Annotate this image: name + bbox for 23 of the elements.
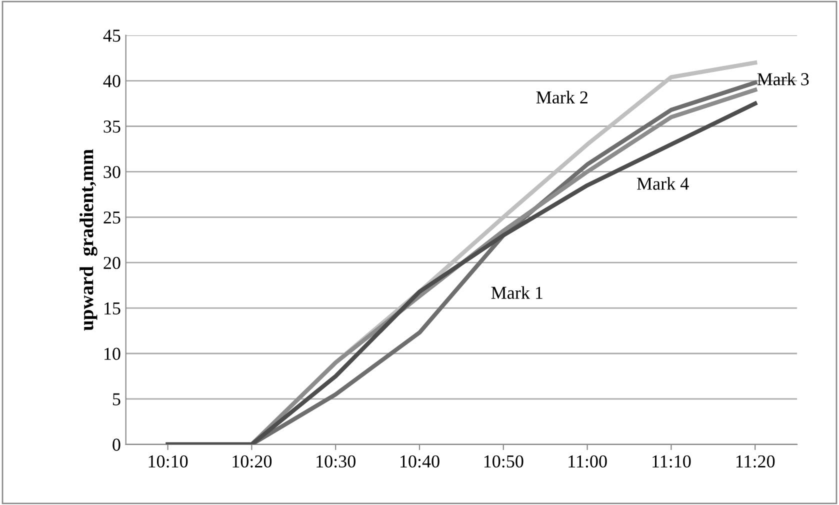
y-tick-label: 25 <box>104 211 120 224</box>
y-tick-label: 35 <box>104 120 120 133</box>
y-tick-label: 45 <box>103 30 120 42</box>
series-label: Mark 4 <box>637 177 689 190</box>
y-tick-label: 0 <box>112 438 120 451</box>
y-tick-label: 30 <box>104 166 120 178</box>
x-tick-label: 10:30 <box>316 455 356 468</box>
x-tick-label: 11:00 <box>568 455 607 468</box>
y-tick-label: 15 <box>104 302 120 314</box>
x-tick-label: 10:10 <box>148 455 188 468</box>
y-tick-label: 5 <box>113 393 120 406</box>
series-label: Mark 1 <box>491 286 542 299</box>
y-tick-label: 10 <box>104 348 120 360</box>
x-tick-label: 11:10 <box>652 455 691 468</box>
x-tick-label: 10:50 <box>484 455 524 468</box>
series-label: Mark 2 <box>536 90 588 104</box>
x-tick-label: 10:20 <box>232 455 272 468</box>
series-label: Mark 3 <box>757 72 809 86</box>
y-tick-label: 40 <box>103 75 120 88</box>
x-tick-label: 10:40 <box>400 455 440 468</box>
x-tick-label: 11:20 <box>736 455 775 468</box>
y-tick-label: 20 <box>104 256 120 270</box>
y-axis-title: upward gradient,mm <box>80 149 98 331</box>
